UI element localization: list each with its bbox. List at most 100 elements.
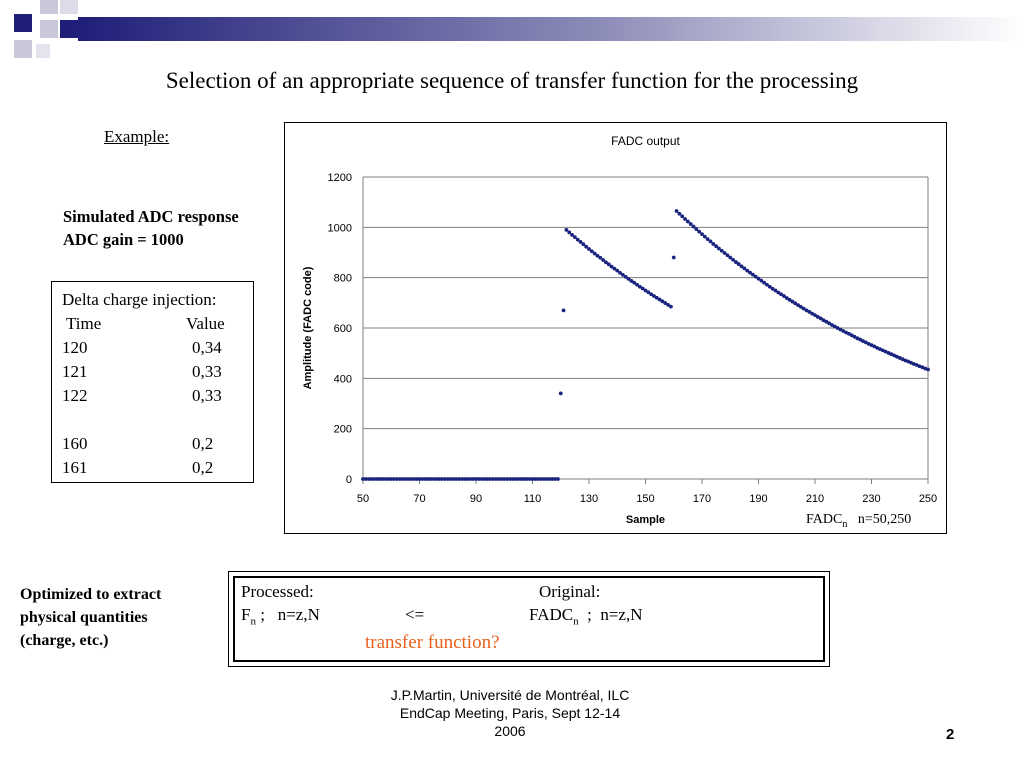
data-point xyxy=(784,296,789,300)
data-point xyxy=(889,352,894,357)
data-point xyxy=(448,477,453,481)
data-point xyxy=(852,334,857,339)
data-point xyxy=(663,301,668,305)
data-point xyxy=(725,253,730,258)
x-tick-label: 230 xyxy=(862,493,880,505)
data-point xyxy=(570,232,574,237)
data-point xyxy=(654,295,659,300)
data-point xyxy=(564,227,569,232)
fadc-note-range: n=50,250 xyxy=(857,512,912,527)
data-point xyxy=(601,258,606,262)
data-point xyxy=(762,280,767,285)
fadc-rest: ; n=z,N xyxy=(578,605,643,624)
data-point xyxy=(804,308,809,313)
fadc-base: FADC xyxy=(529,605,574,624)
data-point xyxy=(581,242,586,247)
data-point xyxy=(499,477,504,481)
f-rest: ; n=z,N xyxy=(255,605,320,624)
page-number: 2 xyxy=(946,726,955,743)
data-point xyxy=(793,301,798,306)
data-point xyxy=(414,477,419,481)
data-point xyxy=(604,260,608,265)
data-point xyxy=(629,279,634,283)
data-point xyxy=(660,299,665,304)
data-point xyxy=(920,365,925,370)
data-point xyxy=(491,477,495,481)
col-time-header: Time xyxy=(66,314,102,333)
data-point xyxy=(488,477,493,481)
data-point xyxy=(914,363,919,367)
data-point xyxy=(796,303,800,307)
data-point xyxy=(637,284,642,289)
fadc-note: FADCn n=50,250 xyxy=(806,512,911,530)
data-point xyxy=(369,477,374,481)
data-point xyxy=(366,477,371,481)
data-point xyxy=(587,247,591,251)
y-tick-label: 1000 xyxy=(328,222,352,234)
optimized-line: Optimized to extract xyxy=(20,586,162,603)
data-point xyxy=(750,272,755,277)
delta-row-time: 160 xyxy=(62,434,88,453)
data-point xyxy=(519,477,524,481)
fadc-note-sub: n xyxy=(842,518,848,530)
chart-svg: 0 200 400 600 800 1000 1200 50 70 90 110 130 150 170 1… xyxy=(302,134,937,526)
data-point xyxy=(731,257,735,262)
col-value-header: Value xyxy=(186,314,225,333)
arrow-symbol: <= xyxy=(405,605,425,624)
x-axis-label: Sample xyxy=(626,514,665,526)
data-point xyxy=(674,209,679,213)
data-point xyxy=(849,333,854,338)
data-point xyxy=(643,288,648,293)
data-point xyxy=(383,477,388,481)
data-point xyxy=(428,477,433,481)
data-point xyxy=(909,360,913,365)
data-point xyxy=(875,345,880,350)
data-point xyxy=(403,477,408,481)
data-point xyxy=(756,276,761,281)
data-point xyxy=(479,477,484,481)
x-tick-label: 210 xyxy=(806,493,824,505)
processed-formula: Fn ; n=z,N xyxy=(241,605,320,627)
data-point xyxy=(505,477,509,481)
data-point xyxy=(372,477,377,481)
data-point xyxy=(589,249,594,254)
data-point xyxy=(471,477,476,481)
data-point xyxy=(821,318,826,323)
data-point xyxy=(773,288,778,293)
data-point xyxy=(847,331,851,336)
data-point xyxy=(748,270,752,275)
data-point xyxy=(892,353,896,358)
data-point xyxy=(409,477,413,481)
x-tick-label: 130 xyxy=(580,493,598,505)
data-point xyxy=(397,477,402,481)
data-point xyxy=(522,477,526,481)
example-label: Example: xyxy=(104,127,170,146)
fadc-note-base: FADC xyxy=(806,512,843,527)
data-point xyxy=(632,280,637,285)
data-point xyxy=(736,262,741,266)
data-point xyxy=(621,272,625,277)
data-point xyxy=(739,264,744,269)
data-point xyxy=(880,348,885,353)
x-tick-label: 170 xyxy=(693,493,711,505)
data-point xyxy=(474,477,478,481)
y-tick-label: 0 xyxy=(346,474,352,486)
data-point xyxy=(618,270,622,275)
x-tick-label: 110 xyxy=(524,493,542,505)
data-point xyxy=(623,275,628,279)
data-point xyxy=(426,477,430,481)
fadc-chart: 0 200 400 600 800 1000 1200 50 70 90 110 130 150 170 1… xyxy=(284,122,947,534)
processed-label: Processed: xyxy=(241,582,314,601)
data-point xyxy=(513,477,518,481)
data-point xyxy=(801,306,806,311)
data-point xyxy=(400,477,405,481)
data-point xyxy=(841,329,846,333)
data-point xyxy=(443,477,447,481)
fadc-sub: n xyxy=(573,615,579,628)
x-tick-label: 250 xyxy=(919,493,937,505)
delta-row-time: 161 xyxy=(62,458,88,477)
data-point xyxy=(863,340,868,345)
transfer-function-label: transfer function? xyxy=(365,632,500,653)
data-point xyxy=(878,347,882,352)
data-point xyxy=(612,266,617,271)
